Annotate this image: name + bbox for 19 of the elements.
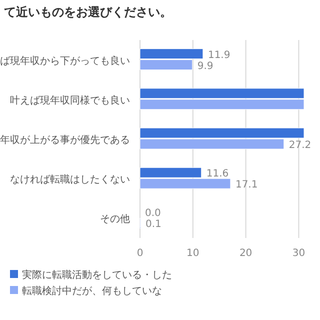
- data-label: 0.0: [145, 208, 161, 220]
- xtick: 10: [186, 248, 200, 259]
- data-label: 0.1: [146, 219, 162, 230]
- category: その他: [100, 214, 130, 226]
- category: なければ転職はしたくない: [10, 174, 130, 186]
- data-label: 11.9: [208, 50, 230, 61]
- category: 年収が上がる事が優先である: [0, 135, 130, 146]
- category: 叶えば現年収同様でも良い: [10, 95, 130, 106]
- legend: 実際に転職活動をしている・した: [22, 270, 172, 281]
- data-label: 11.6: [206, 168, 229, 180]
- data-label: 17.1: [235, 180, 258, 191]
- xtick: 20: [239, 248, 252, 259]
- xtick: 0: [136, 248, 144, 259]
- data-label: 9.9: [197, 60, 214, 72]
- xtick: 30: [292, 248, 306, 259]
- data-label: 27.2: [288, 140, 312, 151]
- legend: 転職検討中だが、何もしていな: [22, 286, 162, 297]
- title: て近いものをお選びください。: [4, 5, 172, 19]
- category: ば現年収から下がっても良い: [0, 56, 130, 67]
